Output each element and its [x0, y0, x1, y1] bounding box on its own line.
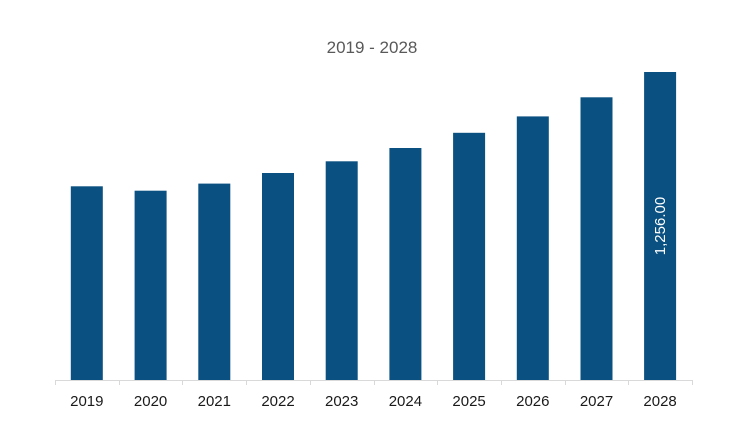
- bar-2020: [134, 190, 167, 380]
- x-tick-label-2026: 2026: [516, 393, 549, 410]
- x-axis-ticks: [55, 380, 693, 385]
- bar-2026: [516, 116, 549, 381]
- bar-2025: [453, 132, 486, 380]
- x-tick-label-2028: 2028: [643, 393, 676, 410]
- bar-2021: [198, 183, 231, 380]
- x-axis-tick-labels: 2019 2020 2021 2022 2023 2024 2025 2026 2027 2028: [70, 393, 677, 410]
- bars-group: [70, 72, 677, 381]
- x-tick-label-2021: 2021: [198, 393, 231, 410]
- x-tick-label-2024: 2024: [389, 393, 422, 410]
- data-labels-group: 1,256.00: [652, 197, 669, 255]
- bar-2024: [389, 148, 422, 380]
- bar-2027: [580, 97, 613, 381]
- bar-2019: [70, 186, 103, 380]
- x-tick-label-2023: 2023: [325, 393, 358, 410]
- x-tick-label-2027: 2027: [580, 393, 613, 410]
- x-tick-label-2025: 2025: [452, 393, 485, 410]
- x-tick-label-2022: 2022: [261, 393, 294, 410]
- x-tick-label-2020: 2020: [134, 393, 167, 410]
- data-label-2028: 1,256.00: [652, 197, 669, 255]
- bar-2023: [325, 161, 358, 380]
- bar-2022: [262, 173, 294, 380]
- chart-title: 2019 - 2028: [327, 38, 418, 57]
- x-tick-label-2019: 2019: [70, 393, 103, 410]
- bar-2028: [644, 72, 677, 380]
